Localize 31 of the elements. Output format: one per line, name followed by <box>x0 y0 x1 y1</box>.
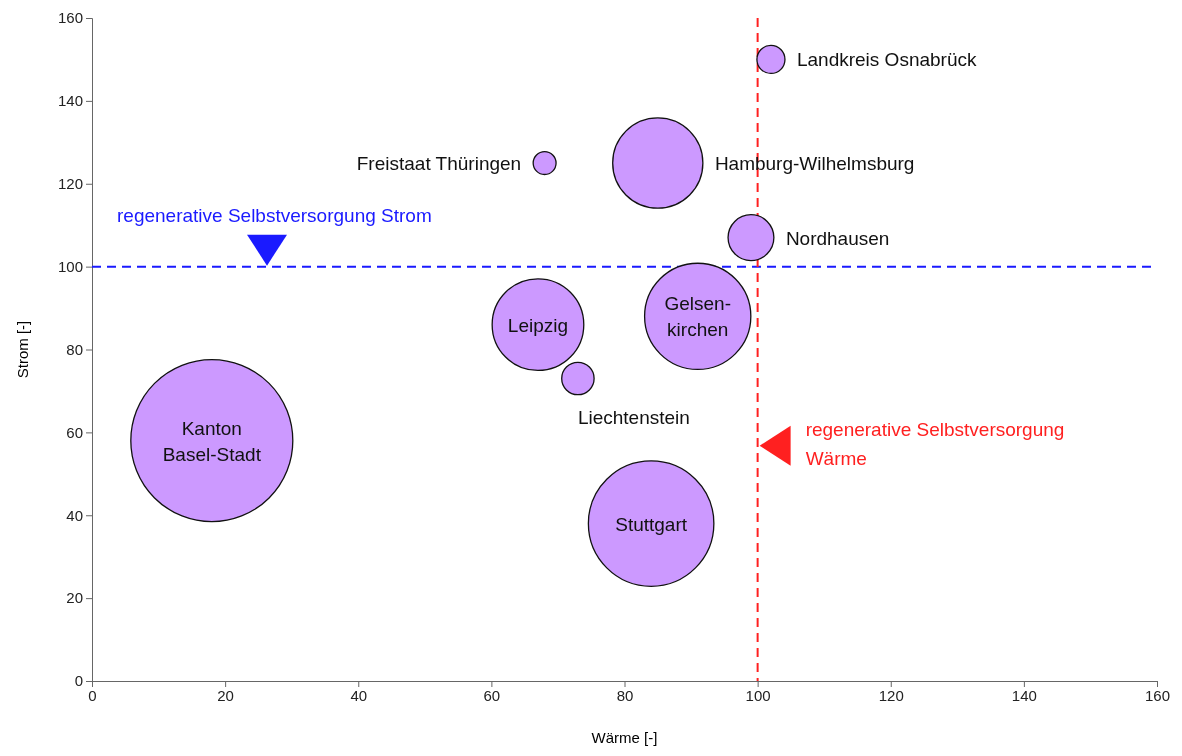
annotation: Liechtenstein <box>577 406 690 428</box>
x-tick-label: 20 <box>217 686 234 704</box>
annotation: Landkreis Osnabrück <box>796 49 977 71</box>
y-axis-title: Strom [-] <box>14 320 31 379</box>
annotation: Freistaat Thüringen <box>356 153 522 175</box>
x-tick-label: 0 <box>88 686 97 704</box>
y-tick-label: 140 <box>57 92 83 110</box>
x-axis-title: Wärme [-] <box>591 729 658 746</box>
annotation: Leipzig <box>507 314 569 336</box>
x-tick-label: 160 <box>1144 686 1171 704</box>
annotation: Stuttgart <box>615 513 688 535</box>
y-tick-label: 80 <box>66 340 83 358</box>
y-tick-label: 20 <box>66 589 83 607</box>
x-tick-label: 140 <box>1011 686 1037 704</box>
x-tick-label: 100 <box>745 686 771 704</box>
y-tick-label: 40 <box>66 506 83 524</box>
annotation: Gelsen- kirchen <box>664 293 731 341</box>
y-tick-label: 0 <box>74 672 83 690</box>
y-tick-label: 160 <box>57 9 83 27</box>
ref-line-label: regenerative Selbstversorgung Strom <box>117 204 432 226</box>
annotation: Nordhausen <box>785 227 890 249</box>
y-tick-label: 100 <box>57 257 83 275</box>
annotation: Kanton Basel-Stadt <box>162 417 262 465</box>
x-tick-label: 120 <box>878 686 904 704</box>
x-tick-label: 60 <box>483 686 501 704</box>
y-tick-label: 120 <box>57 175 83 193</box>
ref-line-label: regenerative Selbstversorgung Wärme <box>805 418 1065 469</box>
x-tick-label: 40 <box>350 686 368 704</box>
annotation: Hamburg-Wilhelmsburg <box>714 153 915 175</box>
x-tick-label: 80 <box>616 686 634 704</box>
y-tick-label: 60 <box>66 423 83 441</box>
